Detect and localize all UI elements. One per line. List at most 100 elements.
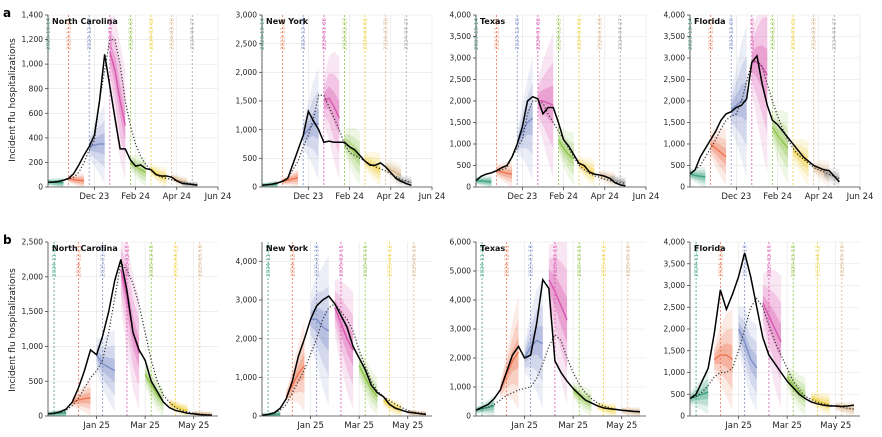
reference-date-label: 2023-12-09	[301, 18, 307, 50]
forecast-interval-band	[310, 306, 329, 352]
y-tick-label: 1,500	[450, 118, 472, 127]
reference-date-label: 2024-03-02	[791, 18, 797, 50]
y-tick-label: 0	[466, 412, 471, 421]
y-tick-label: 0	[252, 183, 257, 192]
forecast-interval-band	[772, 110, 788, 184]
forecast-interval-band	[772, 121, 788, 159]
reference-date-label: 2024-01-06	[750, 18, 756, 50]
reference-date-label: 2023-10-14	[46, 18, 52, 50]
panel-label-b: b	[3, 233, 12, 247]
x-tick-label: May 25	[178, 421, 209, 431]
x-tick-label: Feb 24	[549, 192, 578, 202]
y-tick-label: 4,000	[450, 296, 472, 305]
y-tick-label: 800	[29, 84, 44, 93]
y-tick-label: 2,000	[450, 97, 472, 106]
reference-date-label: 2025-01-18	[529, 245, 535, 277]
y-axis-label-row-b: Incident flu hospitalizations	[8, 268, 18, 392]
reference-date-label: 2023-10-14	[260, 18, 266, 50]
y-tick-label: 0	[680, 412, 685, 421]
forecast-interval-band	[96, 344, 115, 396]
reference-date-label: 2024-11-23	[52, 245, 58, 277]
forecast-interval-band	[558, 131, 574, 175]
reference-date-label: 2024-12-21	[76, 245, 82, 277]
forecast-median-line	[710, 143, 727, 158]
observed-line	[47, 259, 212, 417]
x-tick-label: Feb 24	[335, 192, 364, 202]
forecast-interval-band	[813, 163, 830, 183]
reference-date-label: 2025-03-15	[363, 245, 369, 277]
y-tick-label: 500	[671, 390, 686, 399]
x-tick-label: Dec 23	[293, 192, 323, 202]
forecast-median-line	[537, 100, 554, 106]
y-tick-label: 1,000	[22, 342, 44, 351]
forecast-interval-band	[710, 139, 727, 166]
panel-title: Texas	[480, 244, 505, 253]
reference-date-label: 2024-03-30	[598, 18, 604, 50]
forecast-median-line	[496, 169, 513, 175]
panel-title: North Carolina	[52, 244, 118, 253]
forecast-interval-band	[738, 306, 757, 412]
x-tick-label: Feb 24	[763, 192, 792, 202]
y-tick-label: 2,500	[664, 303, 686, 312]
forecast-interval-band	[96, 329, 115, 412]
y-tick-label: 1,000	[236, 373, 258, 382]
forecast-interval-band	[344, 134, 360, 175]
x-tick-label: Jun 24	[204, 192, 232, 202]
reference-date-label: 2025-01-18	[743, 245, 749, 277]
forecast-median-line	[144, 373, 164, 403]
observed-line	[48, 54, 198, 186]
reference-date-label: 2025-05-10	[198, 245, 204, 277]
x-tick-label: Mar 25	[344, 421, 374, 431]
forecast-interval-band	[385, 160, 402, 187]
observed-line	[689, 54, 840, 183]
reference-date-label: 2023-10-14	[688, 18, 694, 50]
x-tick-label: Mar 25	[130, 421, 160, 431]
reference-date-label: 2023-11-11	[281, 18, 287, 50]
forecast-median-line	[548, 279, 568, 321]
reference-date-label: 2025-04-12	[174, 245, 180, 277]
reference-date-label: 2025-02-15	[125, 245, 131, 277]
x-tick-label: Jan 25	[510, 421, 538, 431]
reference-date-label: 2024-02-03	[770, 18, 776, 50]
observed-line	[475, 277, 640, 413]
forecast-median-line	[385, 166, 402, 177]
x-tick-label: Jan 25	[82, 421, 110, 431]
forecast-interval-band	[365, 151, 381, 187]
y-tick-label: 1,000	[450, 140, 472, 149]
panel-a-1: 2023-10-14 2023-11-11 2023-12-09 2024-01-06…	[22, 11, 232, 202]
panel-title: Florida	[694, 17, 726, 26]
forecast-median-line	[323, 97, 340, 119]
forecast-median-line	[130, 161, 147, 173]
reference-date-label: 2025-02-15	[553, 245, 559, 277]
reference-date-label: 2024-11-23	[480, 245, 486, 277]
panel-b-2: 2024-11-23 2024-12-21 2025-01-18 2025-02-15…	[236, 242, 432, 431]
reference-date-label: 2025-03-15	[149, 245, 155, 277]
y-tick-label: 0	[38, 412, 43, 421]
baseline-dotted-line	[689, 59, 840, 179]
y-tick-label: 1,000	[664, 368, 686, 377]
forecast-interval-band	[710, 128, 727, 185]
forecast-interval-band	[303, 67, 319, 181]
forecast-median-line	[771, 126, 789, 149]
panel-a-3: 2023-10-14 2023-11-11 2023-12-09 2024-01-06…	[450, 11, 660, 202]
y-tick-label: 500	[29, 377, 44, 386]
forecast-interval-band	[323, 73, 340, 155]
forecast-interval-band	[751, 15, 768, 175]
x-tick-label: Apr 24	[805, 192, 833, 202]
observed-line	[475, 95, 626, 187]
y-tick-label: 0	[252, 412, 257, 421]
forecast-interval-band	[109, 16, 126, 181]
x-tick-label: Mar 25	[772, 421, 802, 431]
forecast-median-line	[811, 397, 830, 406]
y-tick-label: 3,000	[450, 325, 472, 334]
y-tick-label: 2,500	[450, 75, 472, 84]
reference-date-label: 2024-03-30	[812, 18, 818, 50]
forecast-interval-band	[738, 315, 757, 395]
reference-date-label: 2024-01-06	[536, 18, 542, 50]
y-tick-label: 3,000	[236, 296, 258, 305]
forecast-interval-band	[823, 167, 840, 187]
reference-date-label: 2024-02-03	[342, 18, 348, 50]
y-tick-label: 500	[243, 154, 258, 163]
reference-date-label: 2025-03-15	[791, 245, 797, 277]
panel-title: New York	[266, 17, 309, 26]
